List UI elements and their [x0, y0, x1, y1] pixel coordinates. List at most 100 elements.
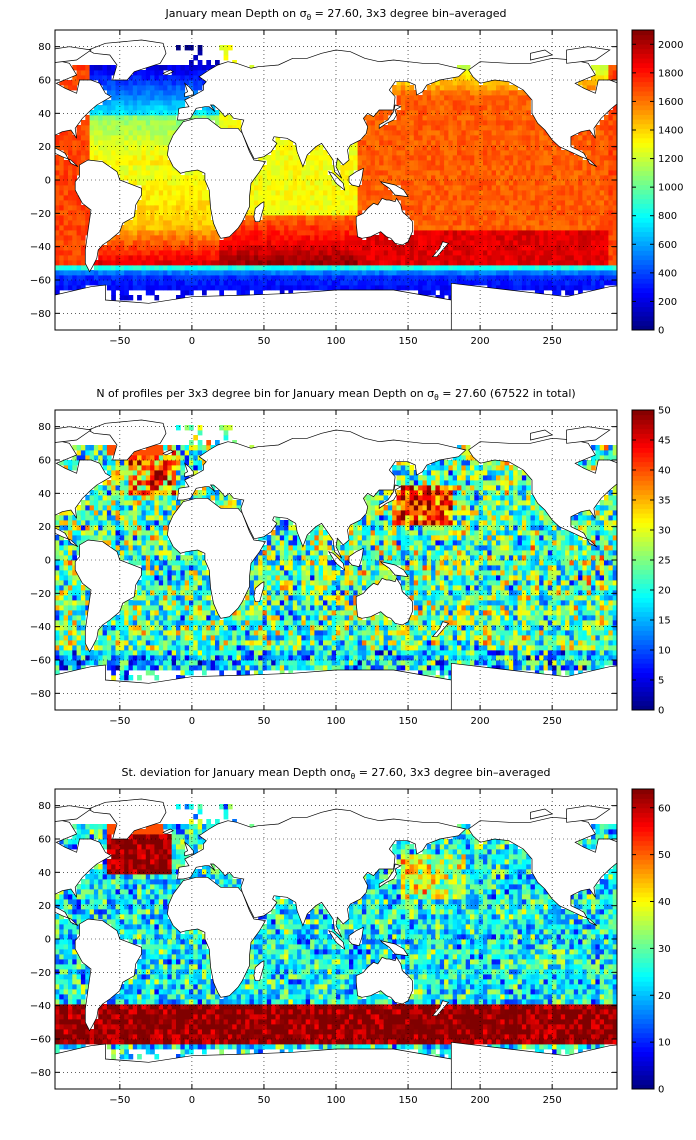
- heatmap-cell: [573, 250, 579, 256]
- heatmap-cell: [526, 250, 531, 256]
- heatmap-cell: [366, 125, 372, 131]
- heatmap-cell: [271, 265, 276, 271]
- heatmap-cell: [106, 250, 112, 256]
- heatmap-cell: [119, 160, 125, 166]
- heatmap-cell: [76, 655, 82, 661]
- heatmap-cell: [349, 205, 354, 211]
- heatmap-cell: [176, 120, 181, 126]
- heatmap-cell: [366, 190, 372, 196]
- colorbar-segment: [632, 72, 654, 78]
- heatmap-cell: [578, 155, 583, 161]
- heatmap-cell: [180, 295, 186, 301]
- heatmap-cell: [232, 120, 237, 126]
- heatmap-cell: [93, 655, 99, 661]
- heatmap-cell: [163, 250, 168, 256]
- heatmap-cell: [426, 230, 432, 236]
- heatmap-cell: [327, 200, 333, 206]
- heatmap-cell: [124, 490, 129, 496]
- heatmap-cell: [111, 80, 116, 86]
- heatmap-cell: [189, 245, 194, 251]
- heatmap-cell: [55, 615, 60, 621]
- heatmap-cell: [483, 205, 488, 211]
- heatmap-cell: [465, 265, 471, 271]
- heatmap-cell: [55, 260, 60, 266]
- heatmap-cell: [318, 145, 324, 151]
- heatmap-cell: [163, 155, 168, 161]
- heatmap-cell: [128, 675, 134, 681]
- heatmap-cell: [530, 195, 536, 201]
- heatmap-cell: [409, 165, 415, 171]
- heatmap-cell: [483, 110, 488, 116]
- heatmap-cell: [418, 95, 423, 101]
- heatmap-cell: [98, 445, 103, 451]
- heatmap-cell: [491, 285, 497, 291]
- heatmap-cell: [340, 210, 346, 216]
- heatmap-cell: [80, 70, 86, 76]
- heatmap-cell: [379, 160, 384, 166]
- heatmap-cell: [301, 235, 307, 241]
- heatmap-cell: [327, 165, 333, 171]
- heatmap-cell: [132, 635, 138, 641]
- heatmap-cell: [387, 145, 393, 151]
- heatmap-cell: [400, 160, 406, 166]
- heatmap-cell: [534, 150, 540, 156]
- heatmap-cell: [210, 220, 216, 226]
- heatmap-cell: [465, 235, 471, 241]
- heatmap-cell: [72, 150, 78, 156]
- heatmap-cell: [55, 250, 60, 256]
- heatmap-cell: [413, 95, 419, 101]
- heatmap-cell: [124, 125, 129, 131]
- heatmap-cell: [271, 215, 276, 221]
- heatmap-cell: [508, 280, 514, 286]
- heatmap-cell: [340, 220, 346, 226]
- heatmap-cell: [189, 255, 194, 261]
- heatmap-cell: [526, 185, 531, 191]
- heatmap-cell: [275, 145, 281, 151]
- heatmap-cell: [111, 530, 116, 536]
- heatmap-cell: [271, 230, 276, 236]
- heatmap-cell: [569, 285, 575, 291]
- heatmap-cell: [448, 265, 454, 271]
- heatmap-cell: [106, 275, 112, 281]
- heatmap-cell: [444, 200, 449, 206]
- heatmap-cell: [508, 205, 514, 211]
- heatmap-cell: [461, 205, 467, 211]
- heatmap-cell: [543, 255, 549, 261]
- heatmap-cell: [409, 205, 415, 211]
- heatmap-cell: [569, 170, 575, 176]
- heatmap-cell: [115, 640, 121, 646]
- heatmap-cell: [124, 230, 129, 236]
- heatmap-cell: [478, 135, 484, 141]
- heatmap-cell: [374, 185, 380, 191]
- heatmap-cell: [539, 205, 544, 211]
- panel-2: N of profiles per 3x3 degree bin for Jan…: [30, 387, 671, 727]
- heatmap-cell: [119, 280, 125, 286]
- heatmap-cell: [474, 215, 480, 221]
- heatmap-cell: [508, 140, 514, 146]
- heatmap-cell: [68, 585, 73, 591]
- heatmap-cell: [357, 165, 363, 171]
- heatmap-cell: [353, 200, 359, 206]
- heatmap-cell: [444, 165, 449, 171]
- heatmap-cell: [448, 235, 454, 241]
- heatmap-cell: [323, 260, 328, 266]
- heatmap-cell: [128, 615, 134, 621]
- heatmap-cell: [431, 85, 436, 91]
- heatmap-cell: [55, 220, 60, 226]
- heatmap-cell: [111, 445, 116, 451]
- heatmap-cell: [227, 240, 233, 246]
- heatmap-cell: [370, 255, 376, 261]
- heatmap-cell: [119, 125, 125, 131]
- heatmap-cell: [483, 120, 488, 126]
- heatmap-cell: [483, 200, 488, 206]
- heatmap-cell: [521, 175, 527, 181]
- heatmap-cell: [500, 265, 506, 271]
- heatmap-cell: [227, 125, 233, 131]
- heatmap-cell: [85, 125, 91, 131]
- heatmap-cell: [578, 165, 583, 171]
- heatmap-cell: [128, 505, 134, 511]
- heatmap-cell: [465, 70, 471, 76]
- heatmap-cell: [431, 285, 436, 291]
- heatmap-cell: [508, 250, 514, 256]
- heatmap-cell: [154, 95, 160, 101]
